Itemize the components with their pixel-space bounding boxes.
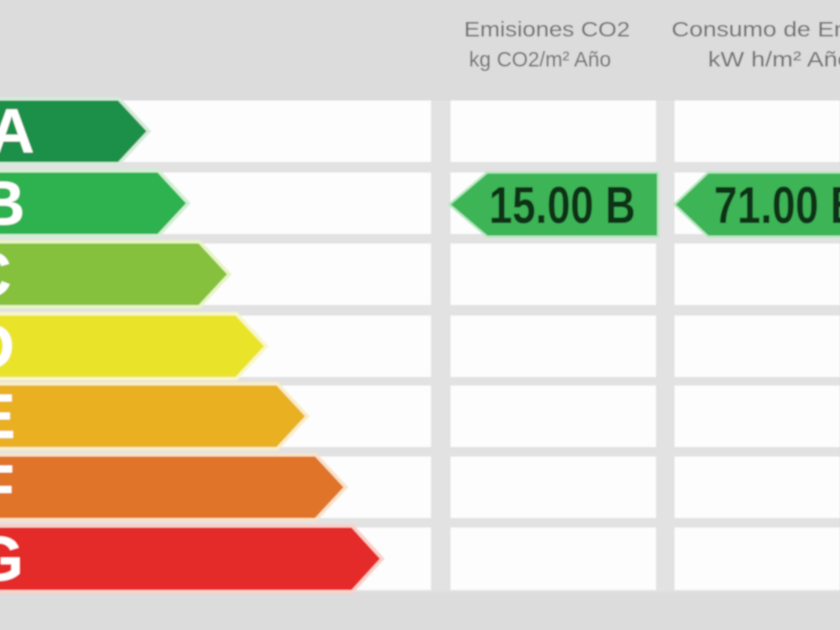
svg-text:D: D [0, 312, 15, 382]
svg-text:Consumo de Energía: Consumo de Energía [672, 19, 840, 42]
svg-text:F: F [0, 453, 15, 523]
svg-text:A: A [0, 97, 35, 167]
svg-text:B: B [0, 169, 25, 239]
svg-text:G: G [0, 524, 24, 594]
svg-text:C: C [0, 240, 12, 310]
svg-text:E: E [0, 382, 16, 452]
svg-text:Emisiones CO2: Emisiones CO2 [464, 19, 630, 42]
svg-text:kW h/m² Año: kW h/m² Año [708, 49, 840, 72]
svg-text:71.00 B: 71.00 B [714, 177, 840, 235]
svg-text:15.00 B: 15.00 B [489, 177, 636, 235]
svg-text:kg CO2/m² Año: kg CO2/m² Año [469, 49, 611, 72]
